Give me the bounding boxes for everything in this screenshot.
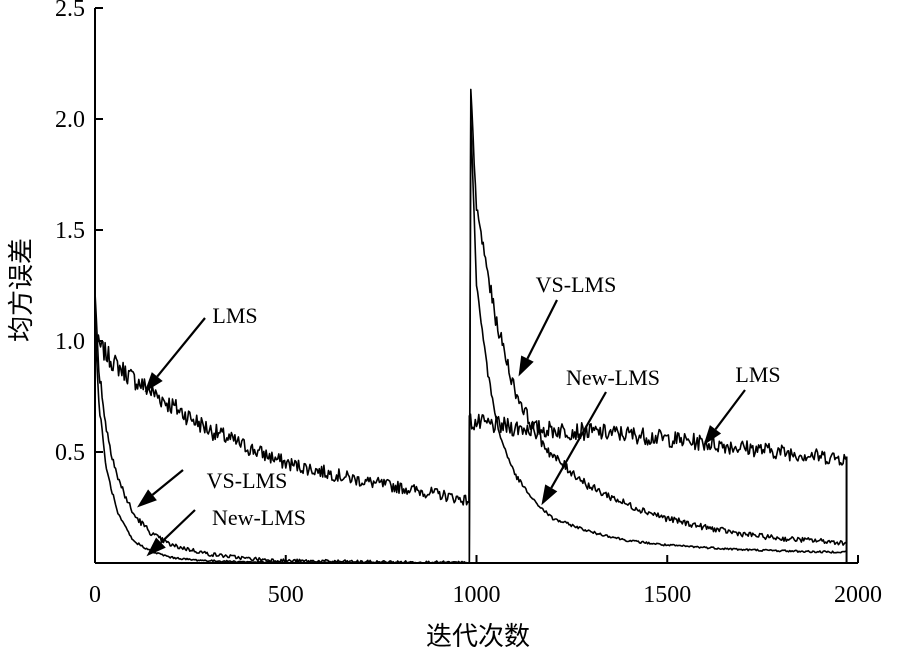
series-line-new-lms bbox=[94, 113, 847, 564]
x-tick-label: 1500 bbox=[643, 582, 691, 608]
y-tick-label: 2.5 bbox=[55, 0, 85, 22]
series-group bbox=[94, 88, 847, 564]
annotation-arrow bbox=[160, 509, 196, 544]
y-tick-label: 1.0 bbox=[55, 329, 85, 355]
plot-area: 0.5 1.0 1.5 2.0 2.5 0 500 1000 1500 2000 LMS VS-LM… bbox=[55, 0, 882, 608]
annotation-label: LMS bbox=[212, 303, 257, 328]
annotation-label: New-LMS bbox=[566, 365, 660, 390]
annotation-arrowhead bbox=[703, 425, 722, 446]
x-tick-label: 1000 bbox=[453, 582, 501, 608]
x-tick-label: 2000 bbox=[834, 582, 882, 608]
y-tick-label: 0.5 bbox=[55, 440, 85, 466]
x-tick-label: 500 bbox=[268, 582, 304, 608]
y-tick-label: 1.5 bbox=[55, 218, 85, 244]
y-axis-title: 均方误差 bbox=[7, 238, 37, 342]
annotation-arrow bbox=[526, 299, 558, 360]
x-tick-label: 0 bbox=[89, 582, 101, 608]
annotation-label: VS-LMS bbox=[536, 272, 617, 297]
y-tick-label: 2.0 bbox=[55, 107, 85, 133]
annotation-arrowhead bbox=[144, 372, 163, 393]
annotation-arrow bbox=[714, 389, 746, 431]
axis-ticks: 0.5 1.0 1.5 2.0 2.5 0 500 1000 1500 2000 bbox=[55, 0, 882, 608]
annotation-arrowhead bbox=[137, 489, 157, 508]
annotation-label: VS-LMS bbox=[207, 468, 288, 493]
annotation-arrowhead bbox=[146, 537, 166, 557]
annotation-arrowhead bbox=[541, 484, 558, 506]
annotation-arrow bbox=[156, 317, 206, 378]
annotation-arrow bbox=[550, 391, 607, 489]
x-axis-title: 迭代次数 bbox=[426, 622, 530, 652]
annotation-label: New-LMS bbox=[212, 505, 306, 530]
annotation-arrowhead bbox=[518, 355, 534, 377]
annotation-group: LMS VS-LMS New-LMS VS-LMS New-LMS LMS bbox=[137, 272, 781, 557]
annotation-label: LMS bbox=[735, 362, 780, 387]
annotation-arrow bbox=[151, 469, 184, 496]
